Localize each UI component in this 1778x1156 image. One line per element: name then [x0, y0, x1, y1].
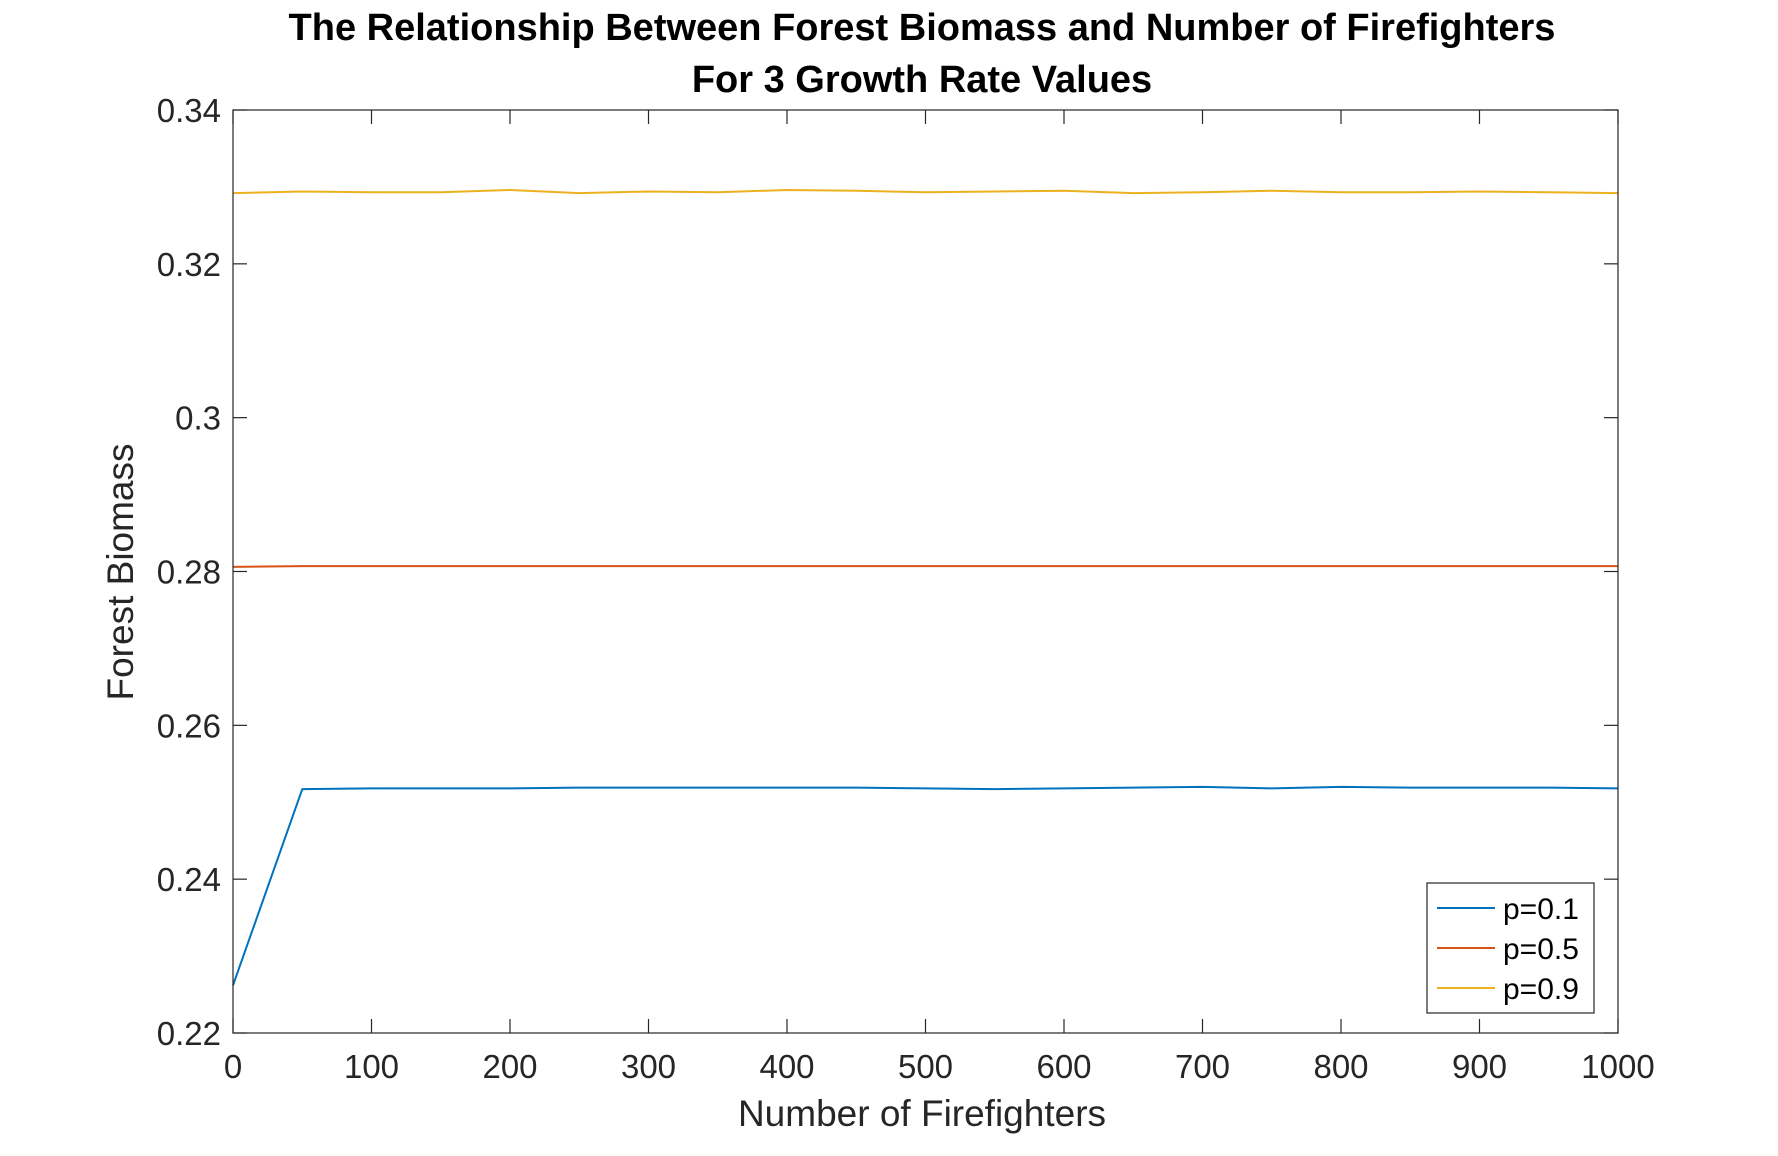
x-tick-label: 500	[898, 1048, 953, 1085]
x-tick-label: 100	[344, 1048, 399, 1085]
legend-label-3: p=0.9	[1503, 973, 1579, 1006]
x-tick-label: 900	[1452, 1048, 1507, 1085]
y-tick-label: 0.32	[157, 246, 221, 283]
axes-box	[232, 109, 1619, 1034]
x-tick-label: 1000	[1581, 1048, 1654, 1085]
series-line-1	[232, 785, 1619, 986]
legend-label-1: p=0.1	[1503, 893, 1579, 926]
x-axis-label: Number of Firefighters	[738, 1093, 1106, 1134]
x-tick-label: 400	[759, 1048, 814, 1085]
x-tick-label: 600	[1036, 1048, 1091, 1085]
y-tick-label: 0.34	[157, 92, 221, 129]
y-axis-label: Forest Biomass	[100, 443, 141, 700]
y-tick-label: 0.22	[157, 1015, 221, 1052]
x-tick-label: 200	[482, 1048, 537, 1085]
y-tick-label: 0.24	[157, 861, 221, 898]
x-tick-label: 700	[1175, 1048, 1230, 1085]
series-line-2	[232, 565, 1618, 568]
chart-title-line1: The Relationship Between Forest Biomass …	[289, 7, 1556, 49]
chart-title-line2: For 3 Growth Rate Values	[692, 59, 1152, 101]
series-line-3	[232, 188, 1619, 195]
y-tick-label: 0.26	[157, 707, 221, 744]
y-tick-label: 0.28	[157, 554, 221, 591]
y-tick-label: 0.3	[175, 400, 221, 437]
x-tick-label: 0	[224, 1048, 242, 1085]
legend-label-2: p=0.5	[1503, 933, 1579, 966]
x-tick-label: 800	[1313, 1048, 1368, 1085]
x-tick-label: 300	[621, 1048, 676, 1085]
plot-area: 0 100 200 300 400 500 600 700 800 900 1000 0.22 0.24…	[157, 92, 1655, 1085]
